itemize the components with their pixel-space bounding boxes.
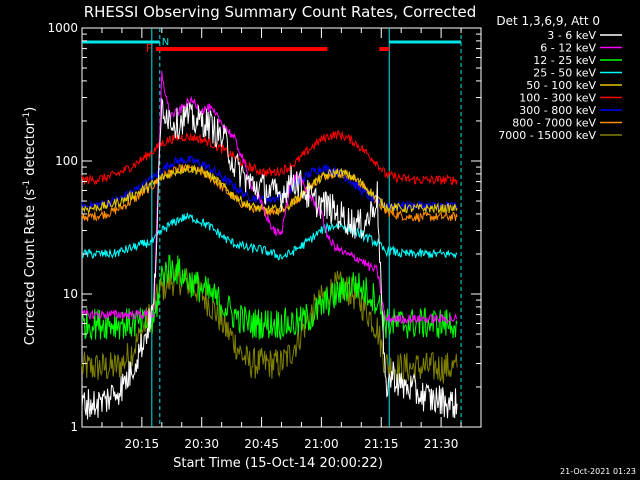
chart-title: RHESSI Observing Summary Count Rates, Co…: [84, 3, 477, 21]
y-axis-label-end: ): [23, 107, 38, 112]
night-flag-label: N: [162, 37, 169, 48]
legend-label: 100 - 300 keV: [519, 92, 596, 105]
x-tick-label: 20:30: [184, 437, 219, 451]
legend-label: 3 - 6 keV: [547, 29, 596, 42]
series-layer: [81, 70, 458, 420]
flare-flag-label: F: [146, 42, 152, 55]
series-line: [81, 70, 458, 325]
x-axis: 20:15 20:30 20:45 21:00 21:15 21:30: [81, 28, 482, 451]
y-axis-label-main: Corrected Count Rate (s: [23, 189, 38, 346]
y-tick-label: 1000: [47, 21, 78, 35]
series-line: [81, 97, 458, 420]
y-tick-label: 100: [55, 154, 78, 168]
x-tick-label: 20:15: [125, 437, 160, 451]
y-axis: 1 10 100 1000: [47, 21, 481, 434]
y-tick-label: 10: [63, 287, 78, 301]
legend-label: 12 - 25 keV: [533, 54, 596, 67]
y-axis-label: Corrected Count Rate (s-1 detector-1): [22, 107, 38, 345]
y-axis-label-sup2: -1: [22, 112, 32, 121]
vertical-markers: [151, 28, 462, 427]
legend-label: 25 - 50 keV: [533, 67, 596, 80]
legend-label: 7000 - 15000 keV: [498, 129, 596, 142]
y-axis-label-sup1: -1: [22, 180, 32, 189]
series-line: [81, 254, 458, 341]
series-line: [81, 129, 458, 186]
x-tick-label: 21:30: [424, 437, 459, 451]
series-line: [81, 163, 458, 215]
legend-label: 50 - 100 keV: [526, 79, 596, 92]
series-line: [81, 155, 458, 212]
legend-label: 6 - 12 keV: [540, 42, 596, 55]
x-tick-label: 21:00: [304, 437, 339, 451]
legend-title: Det 1,3,6,9, Att 0: [496, 14, 600, 28]
y-axis-label-mid: detector: [23, 120, 38, 180]
legend-label: 800 - 7000 keV: [512, 117, 596, 130]
x-tick-label: 21:15: [364, 437, 399, 451]
legend-label: 300 - 800 keV: [519, 104, 596, 117]
x-tick-label: 20:45: [244, 437, 279, 451]
x-axis-label: Start Time (15-Oct-14 20:00:22): [173, 456, 383, 471]
series-line: [81, 212, 458, 261]
timestamp: 21-Oct-2021 01:23: [560, 467, 636, 476]
y-tick-label: 1: [70, 420, 78, 434]
